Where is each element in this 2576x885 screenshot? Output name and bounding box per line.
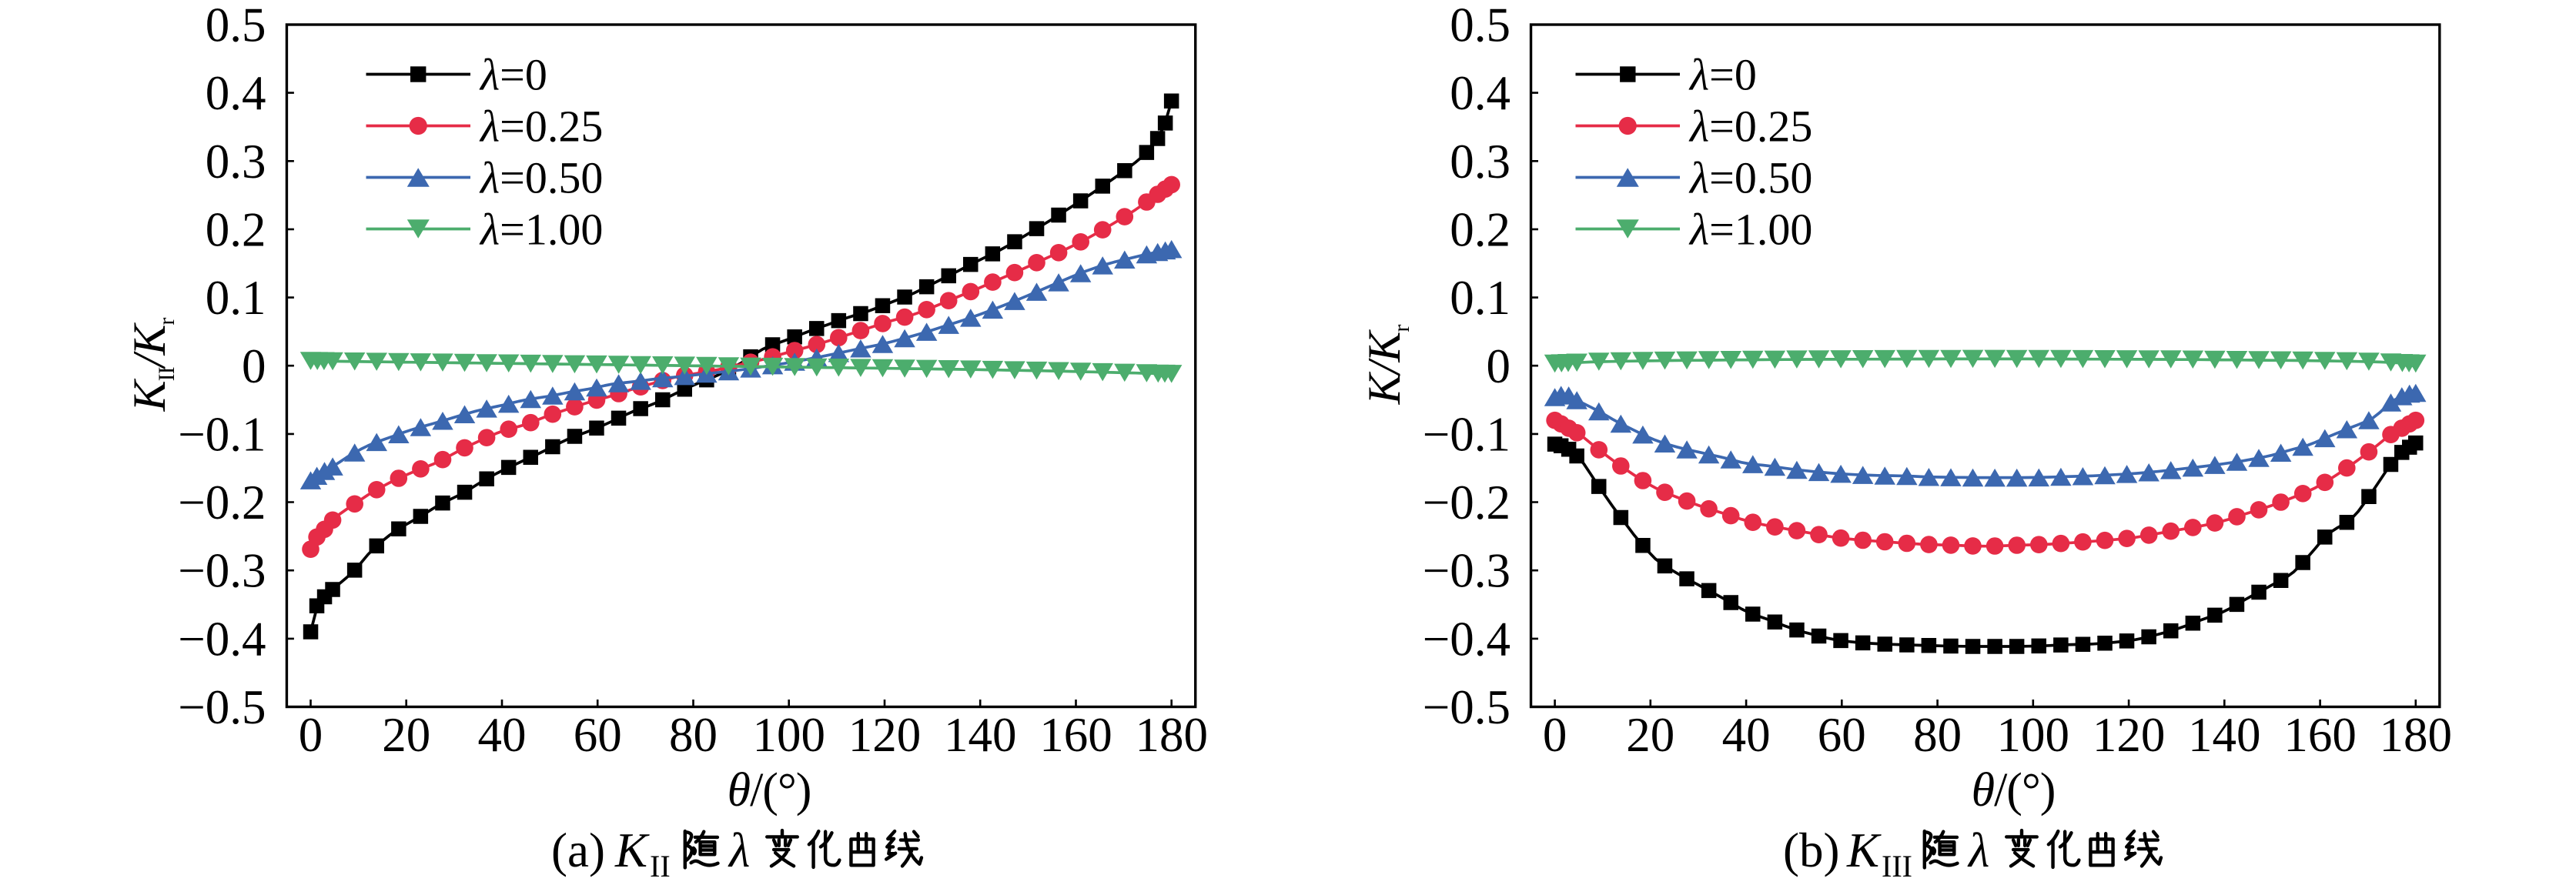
svg-text:0.2: 0.2 xyxy=(1450,203,1510,257)
svg-text:60: 60 xyxy=(1818,708,1866,762)
svg-text:−0.2: −0.2 xyxy=(1423,476,1510,529)
svg-text:λ=1.00: λ=1.00 xyxy=(479,205,603,255)
svg-text:−0.1: −0.1 xyxy=(178,407,266,461)
svg-text:80: 80 xyxy=(669,708,718,762)
svg-text:II: II xyxy=(650,849,671,881)
svg-text:λ=0.50: λ=0.50 xyxy=(1688,153,1812,203)
svg-text:λ=0: λ=0 xyxy=(479,50,547,100)
svg-text:λ=0: λ=0 xyxy=(1688,50,1757,100)
svg-text:III: III xyxy=(1882,849,1912,881)
svg-text:0.4: 0.4 xyxy=(206,66,266,120)
svg-text:0.2: 0.2 xyxy=(206,203,266,257)
svg-text:80: 80 xyxy=(1913,708,1962,762)
svg-text:λ=0.25: λ=0.25 xyxy=(479,102,603,152)
svg-text:0.1: 0.1 xyxy=(206,271,266,325)
svg-text:K: K xyxy=(614,823,650,877)
svg-text:K/Kr: K/Kr xyxy=(1359,325,1414,406)
svg-text:120: 120 xyxy=(2093,708,2166,762)
svg-text:20: 20 xyxy=(1626,708,1674,762)
svg-text:160: 160 xyxy=(1039,708,1112,762)
svg-text:λ=1.00: λ=1.00 xyxy=(1688,205,1812,255)
svg-text:−0.3: −0.3 xyxy=(1423,544,1510,598)
svg-text:120: 120 xyxy=(848,708,922,762)
svg-text:(a): (a) xyxy=(551,823,605,877)
svg-text:λ: λ xyxy=(1967,823,1989,877)
svg-text:θ/(°): θ/(°) xyxy=(728,764,811,817)
svg-text:20: 20 xyxy=(382,708,430,762)
svg-text:−0.1: −0.1 xyxy=(1423,407,1510,461)
svg-text:KII/Kr: KII/Kr xyxy=(124,318,179,412)
svg-text:0.1: 0.1 xyxy=(1450,271,1510,325)
svg-text:−0.4: −0.4 xyxy=(1423,612,1510,666)
svg-text:λ=0.50: λ=0.50 xyxy=(479,153,603,203)
svg-text:100: 100 xyxy=(1997,708,2070,762)
svg-text:40: 40 xyxy=(478,708,527,762)
svg-text:100: 100 xyxy=(752,708,825,762)
svg-text:λ: λ xyxy=(728,823,750,877)
svg-text:0: 0 xyxy=(299,708,323,762)
svg-text:−0.5: −0.5 xyxy=(178,680,266,734)
svg-text:180: 180 xyxy=(1135,708,1208,762)
svg-text:0: 0 xyxy=(1487,339,1511,393)
svg-text:λ=0.25: λ=0.25 xyxy=(1688,102,1812,152)
svg-text:−0.5: −0.5 xyxy=(1423,680,1510,734)
svg-text:0.5: 0.5 xyxy=(206,0,266,52)
svg-text:40: 40 xyxy=(1722,708,1771,762)
svg-text:140: 140 xyxy=(944,708,1017,762)
svg-text:160: 160 xyxy=(2283,708,2357,762)
svg-text:K: K xyxy=(1846,823,1882,877)
svg-text:0.4: 0.4 xyxy=(1450,66,1510,120)
svg-text:(b): (b) xyxy=(1783,823,1839,877)
svg-text:180: 180 xyxy=(2380,708,2453,762)
svg-text:0.3: 0.3 xyxy=(206,135,266,189)
svg-text:140: 140 xyxy=(2188,708,2261,762)
svg-text:0.5: 0.5 xyxy=(1450,0,1510,52)
svg-text:0: 0 xyxy=(1543,708,1567,762)
svg-text:−0.2: −0.2 xyxy=(178,476,266,529)
svg-text:−0.3: −0.3 xyxy=(178,544,266,598)
svg-text:θ/(°): θ/(°) xyxy=(1972,764,2056,817)
svg-text:−0.4: −0.4 xyxy=(178,612,266,666)
svg-text:60: 60 xyxy=(574,708,622,762)
svg-text:0: 0 xyxy=(242,339,266,393)
svg-text:0.3: 0.3 xyxy=(1450,135,1510,189)
